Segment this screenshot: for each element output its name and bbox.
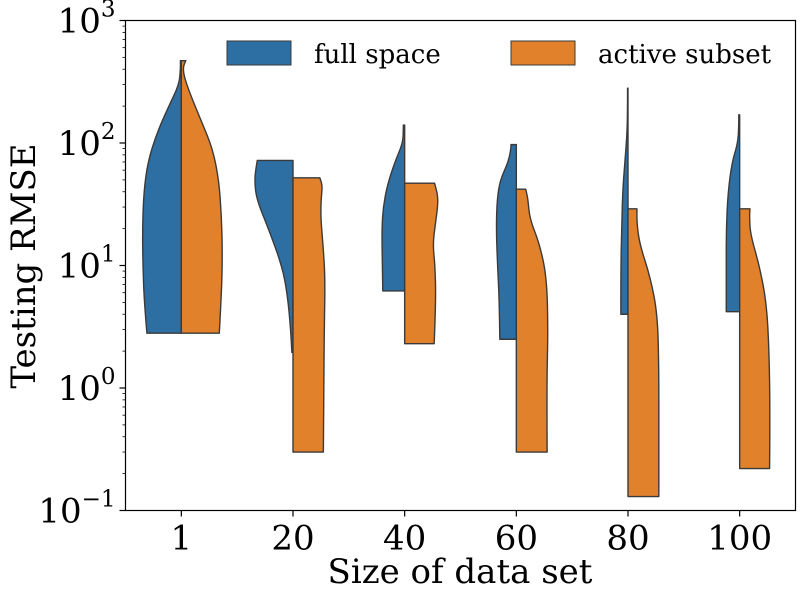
x-tick-label-1: 1 (171, 519, 193, 559)
legend: full space active subset (226, 40, 772, 70)
legend-swatch-active-subset (510, 40, 576, 66)
legend-label-full-space: full space (314, 40, 441, 70)
violin-active-subset-60 (515, 188, 549, 453)
x-axis-title: Size of data set (328, 552, 593, 592)
y-axis-title: Testing RMSE (4, 143, 44, 388)
x-axis: 1 20 40 60 80 100 (171, 510, 772, 559)
violins-layer (141, 59, 771, 498)
x-tick-label-40: 40 (383, 519, 426, 559)
violin-active-subset-1 (180, 59, 223, 334)
violin-full-space-20 (254, 159, 294, 354)
y-tick-label: 100 (58, 364, 116, 409)
legend-label-active-subset: active subset (598, 40, 772, 70)
violin-active-subset-40 (403, 182, 439, 345)
legend-swatch-full-space (226, 40, 292, 66)
violin-active-subset-100 (738, 208, 771, 470)
violin-full-space-100 (725, 114, 741, 313)
x-tick-label-20: 20 (271, 519, 314, 559)
y-tick-label: 103 (58, 0, 116, 42)
y-tick-label: 102 (58, 119, 116, 164)
y-tick-label: 101 (58, 242, 116, 287)
x-tick-label-60: 60 (495, 519, 538, 559)
violin-active-subset-80 (627, 208, 660, 498)
x-tick-label-100: 100 (707, 519, 772, 559)
violin-full-space-80 (620, 87, 629, 315)
x-tick-label-80: 80 (606, 519, 649, 559)
violin-active-subset-20 (292, 177, 326, 453)
y-axis: 10−1 100 101 102 103 (38, 0, 126, 532)
y-tick-label: 10−1 (38, 487, 115, 532)
violin-full-space-60 (495, 143, 518, 340)
violin-full-space-40 (381, 124, 406, 292)
violin-full-space-1 (141, 59, 183, 334)
